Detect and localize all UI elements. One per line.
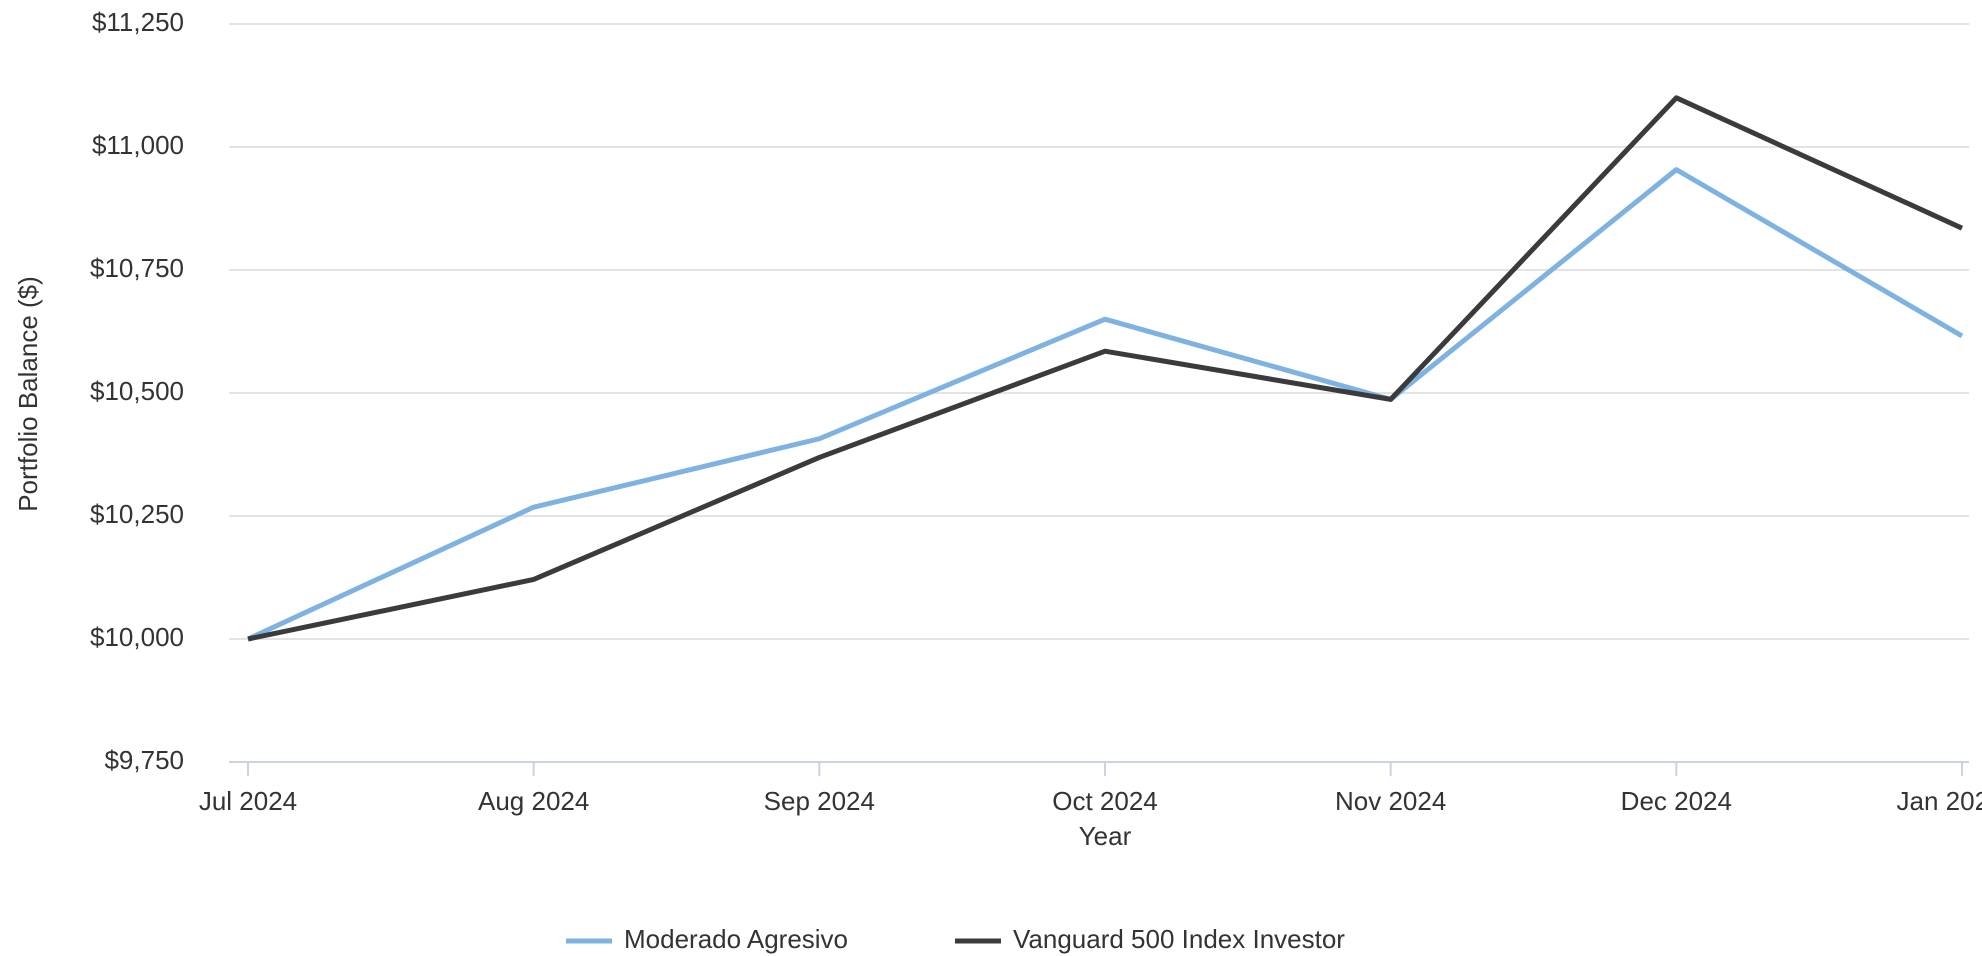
x-tick-label: Jul 2024 [199,786,297,816]
legend-label: Moderado Agresivo [624,924,848,954]
y-tick-label: $10,750 [90,253,184,283]
x-tick-label: Aug 2024 [478,786,589,816]
x-tick-label: Oct 2024 [1052,786,1158,816]
y-tick-label: $10,000 [90,622,184,652]
x-tick-label: Nov 2024 [1335,786,1446,816]
y-tick-label: $11,250 [92,7,184,37]
y-axis-title: Portfolio Balance ($) [13,276,43,512]
x-tick-label: Jan 2025 [1897,786,1982,816]
legend-label: Vanguard 500 Index Investor [1013,924,1345,954]
y-tick-label: $11,000 [92,130,184,160]
y-tick-label: $10,250 [90,499,184,529]
x-axis-title: Year [1079,821,1132,851]
series-line [246,167,1964,642]
y-tick-label: $9,750 [104,745,184,775]
x-tick-label: Sep 2024 [764,786,875,816]
y-tick-label: $10,500 [90,376,184,406]
x-tick-label: Dec 2024 [1621,786,1732,816]
series-line [247,95,1964,642]
